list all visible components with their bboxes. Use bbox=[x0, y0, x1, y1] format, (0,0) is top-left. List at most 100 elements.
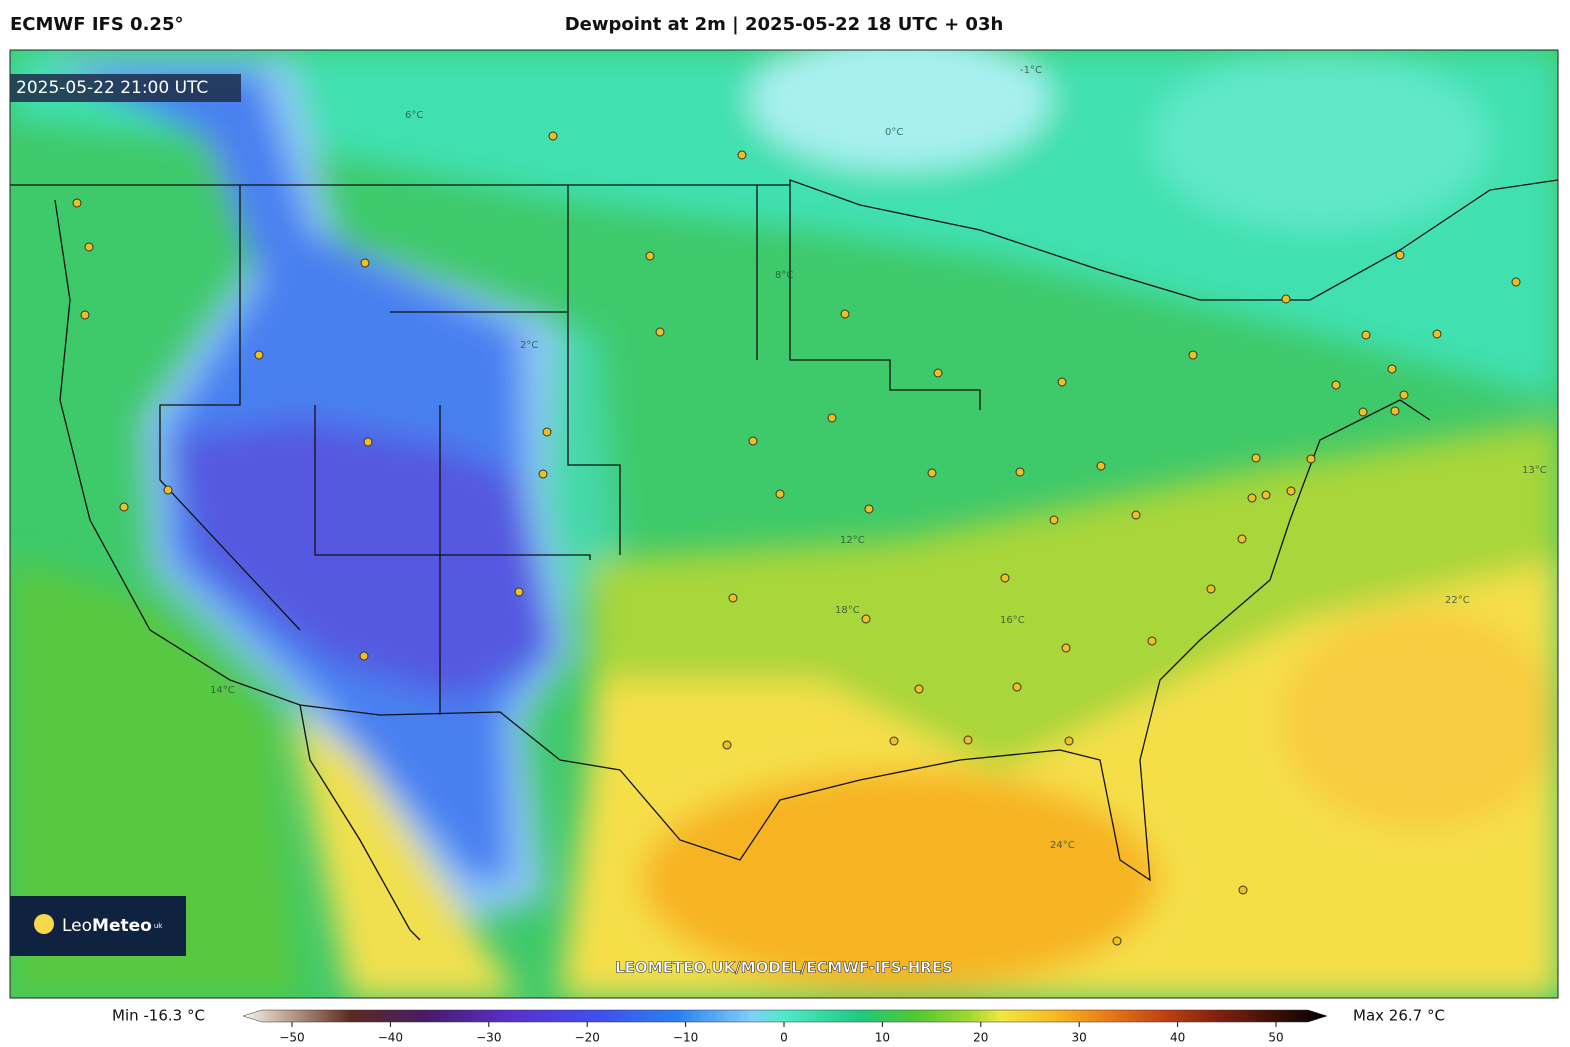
city-dot bbox=[1237, 534, 1247, 544]
city-dot bbox=[861, 614, 871, 624]
colorbar-tick-label: 50 bbox=[1268, 1031, 1283, 1045]
city-dot bbox=[119, 502, 129, 512]
colorbar-tick-label: 20 bbox=[973, 1031, 988, 1045]
contour-label: 8°C bbox=[775, 270, 793, 281]
city-dot bbox=[1015, 467, 1025, 477]
city-dot bbox=[1331, 380, 1341, 390]
contour-label: 22°C bbox=[1445, 595, 1470, 606]
colorbar-tick-label: 10 bbox=[875, 1031, 890, 1045]
map: 0°C -1°C 2°C 6°C 8°C 12°C 14°C 18°C 22°C 24°C 13°C… bbox=[10, 50, 1558, 998]
city-dot bbox=[1387, 364, 1397, 374]
city-dot bbox=[514, 587, 524, 597]
city-dot bbox=[864, 504, 874, 514]
city-dot bbox=[254, 350, 264, 360]
city-dot bbox=[1096, 461, 1106, 471]
city-dot bbox=[1281, 294, 1291, 304]
watermark: LEOMETEO.UK/MODEL/ECMWF-IFS-HRES bbox=[615, 959, 953, 977]
contour-label: 0°C bbox=[885, 127, 903, 138]
colorbar-tick-label: −50 bbox=[279, 1031, 304, 1045]
city-dot bbox=[748, 436, 758, 446]
city-dot bbox=[1395, 250, 1405, 260]
city-dot bbox=[1012, 682, 1022, 692]
city-dot bbox=[933, 368, 943, 378]
city-dot bbox=[927, 468, 937, 478]
contour-label: 6°C bbox=[405, 110, 423, 121]
map-frame bbox=[9, 49, 1559, 999]
legend-min: Min -16.3 °C bbox=[112, 1007, 205, 1025]
city-dot bbox=[1131, 510, 1141, 520]
city-dot bbox=[1112, 936, 1122, 946]
city-dot bbox=[359, 651, 369, 661]
city-dot bbox=[827, 413, 837, 423]
contour-label: 2°C bbox=[520, 340, 538, 351]
contour-label: 24°C bbox=[1050, 840, 1075, 851]
city-dot bbox=[775, 489, 785, 499]
city-dot bbox=[1000, 573, 1010, 583]
city-dot bbox=[72, 198, 82, 208]
city-dot bbox=[1251, 453, 1261, 463]
city-dot bbox=[914, 684, 924, 694]
city-dot bbox=[1247, 493, 1257, 503]
city-dot bbox=[1188, 350, 1198, 360]
city-dot bbox=[655, 327, 665, 337]
logo-prefix: Leo bbox=[62, 916, 92, 936]
contour-label: 12°C bbox=[840, 535, 865, 546]
city-dot bbox=[1206, 584, 1216, 594]
contour-label: 16°C bbox=[1000, 615, 1025, 626]
colorbar-ticks: −50 −40 −30 −20 −10 0 10 20 30 40 50 bbox=[279, 1022, 1284, 1045]
city-dot bbox=[1049, 515, 1059, 525]
city-dot bbox=[1511, 277, 1521, 287]
city-dot bbox=[80, 310, 90, 320]
colorbar-tick-label: 0 bbox=[780, 1031, 788, 1045]
logo-text: LeoMeteo uk bbox=[62, 916, 163, 936]
contour-label: -1°C bbox=[1020, 65, 1042, 76]
city-dot bbox=[722, 740, 732, 750]
city-dot bbox=[363, 437, 373, 447]
city-dot bbox=[1061, 643, 1071, 653]
city-dot bbox=[1057, 377, 1067, 387]
city-dot bbox=[963, 735, 973, 745]
city-dot bbox=[538, 469, 548, 479]
city-dot bbox=[728, 593, 738, 603]
city-dot bbox=[548, 131, 558, 141]
city-dot bbox=[1286, 486, 1296, 496]
city-dot bbox=[737, 150, 747, 160]
contour-label: 13°C bbox=[1522, 465, 1547, 476]
city-dot bbox=[1361, 330, 1371, 340]
city-dot bbox=[1390, 406, 1400, 416]
legend-max: Max 26.7 °C bbox=[1353, 1007, 1445, 1025]
map-title: Dewpoint at 2m | 2025-05-22 18 UTC + 03h bbox=[565, 14, 1004, 35]
colorbar-tick-label: −20 bbox=[575, 1031, 600, 1045]
colorbar-tick-label: −30 bbox=[476, 1031, 501, 1045]
city-dot bbox=[1432, 329, 1442, 339]
city-dot bbox=[360, 258, 370, 268]
logo: LeoMeteo uk bbox=[10, 896, 186, 956]
cities bbox=[72, 131, 1521, 946]
logo-sun bbox=[34, 914, 54, 934]
city-dot bbox=[645, 251, 655, 261]
contour-label: 18°C bbox=[835, 605, 860, 616]
city-dot bbox=[889, 736, 899, 746]
city-dot bbox=[1306, 454, 1316, 464]
boundaries bbox=[10, 179, 1558, 941]
colorbar-tick-label: 40 bbox=[1170, 1031, 1185, 1045]
dewpoint-field bbox=[10, 50, 1558, 998]
city-dot bbox=[542, 427, 552, 437]
model-name: ECMWF IFS 0.25° bbox=[10, 14, 183, 35]
city-dot bbox=[1261, 490, 1271, 500]
city-dot bbox=[1064, 736, 1074, 746]
logo-suffix: uk bbox=[154, 922, 163, 930]
city-dot bbox=[1358, 407, 1368, 417]
city-dot bbox=[840, 309, 850, 319]
colorbar-tick-label: −40 bbox=[378, 1031, 403, 1045]
logo-name: Meteo bbox=[92, 916, 152, 936]
colorbar bbox=[242, 1009, 1328, 1023]
city-dot bbox=[1399, 390, 1409, 400]
city-dot bbox=[1147, 636, 1157, 646]
colorbar-tick-label: −10 bbox=[673, 1031, 698, 1045]
colorbar-tick-label: 30 bbox=[1072, 1031, 1087, 1045]
city-dot bbox=[1238, 885, 1248, 895]
time-box bbox=[10, 74, 241, 102]
valid-time: 2025-05-22 21:00 UTC bbox=[16, 78, 208, 98]
